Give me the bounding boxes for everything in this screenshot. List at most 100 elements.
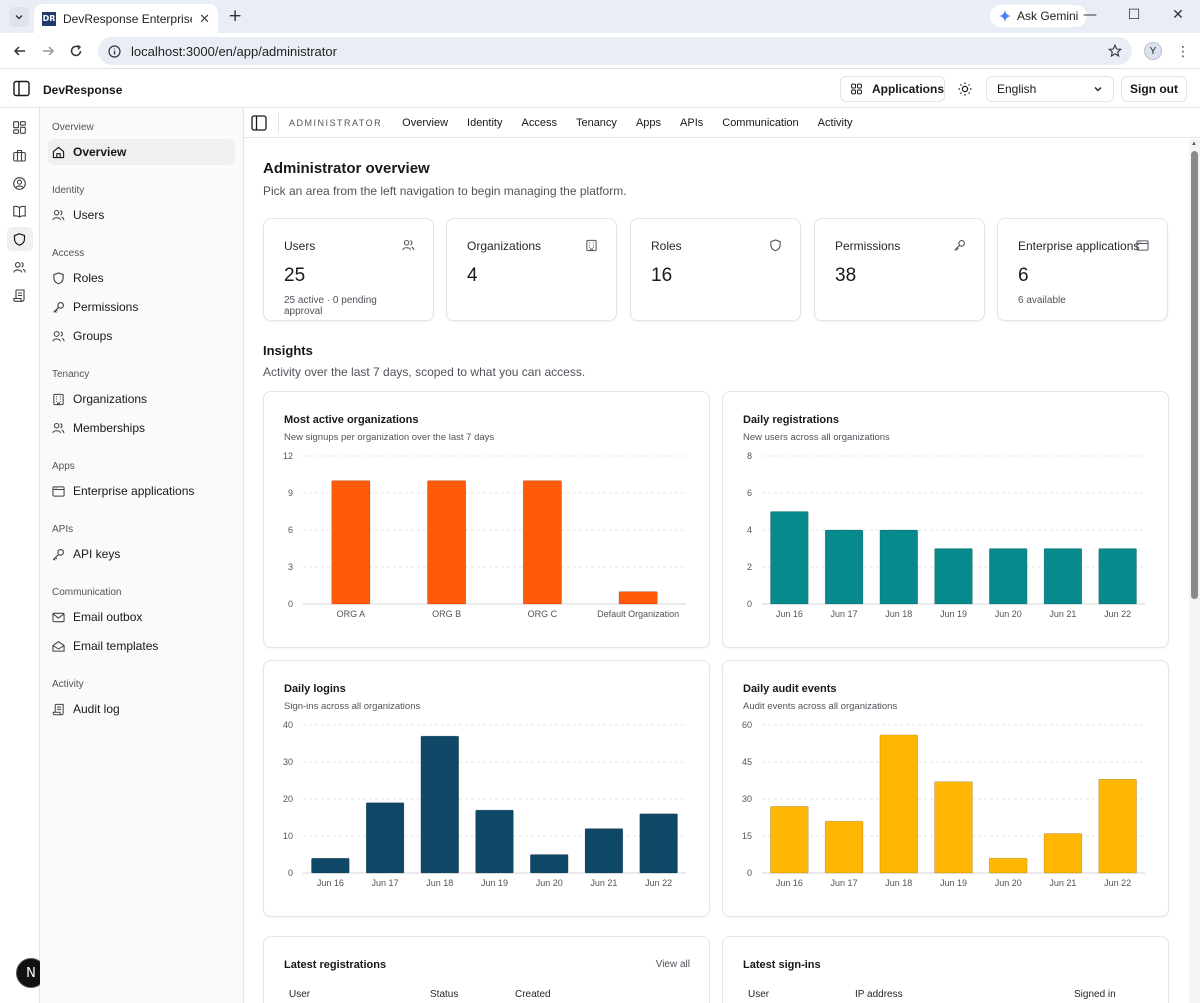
building-icon [53, 393, 64, 405]
y-tick-label: 45 [742, 757, 752, 767]
browser-tab[interactable]: DR DevResponse Enterprise ✕ [34, 4, 218, 33]
rail-shield-icon[interactable] [6, 227, 33, 251]
window-close-icon[interactable]: ✕ [1172, 7, 1184, 23]
tab-tenancy[interactable]: Tenancy [575, 116, 617, 129]
chart-bar[interactable] [1098, 778, 1137, 874]
chart-bar[interactable] [989, 857, 1028, 874]
chart-bar[interactable] [1043, 548, 1083, 605]
rail-dashboard-icon[interactable] [7, 115, 33, 139]
tab-list-button[interactable] [9, 7, 29, 27]
close-icon[interactable]: ✕ [199, 10, 210, 26]
chart-bar[interactable] [639, 813, 678, 874]
rail-users-icon[interactable] [7, 255, 33, 279]
column-header[interactable]: Created [515, 989, 551, 1000]
sidebar-item-roles[interactable]: Roles [48, 265, 235, 291]
chart-bar[interactable] [311, 857, 350, 874]
chevron-down-icon [1094, 87, 1102, 92]
sidebar-group-label: Identity [52, 185, 85, 196]
ask-gemini-button[interactable]: Ask Gemini [990, 5, 1088, 27]
chart-bar[interactable] [530, 854, 569, 874]
stat-card-organizations: Organizations 4 [446, 218, 617, 321]
panel-left-icon [251, 114, 267, 131]
sidebar-item-enterprise-applications[interactable]: Enterprise applications [48, 478, 235, 504]
column-header[interactable]: IP address [855, 989, 903, 1000]
column-header[interactable]: User [748, 989, 770, 1000]
applications-button[interactable]: Applications [840, 76, 945, 102]
app-window-icon [1136, 240, 1149, 251]
stat-value: 6 [1018, 265, 1029, 286]
chart-bar[interactable] [989, 548, 1028, 605]
column-header[interactable]: Signed in [1074, 989, 1116, 1000]
grid-icon [851, 83, 862, 95]
sidebar-group-label: Apps [52, 461, 75, 472]
scrollbar-thumb[interactable] [1191, 151, 1198, 599]
address-bar[interactable]: localhost:3000/en/app/administrator [98, 37, 1132, 65]
tab-access[interactable]: Access [521, 116, 557, 129]
chart-bar[interactable] [420, 735, 459, 874]
page-scrollbar[interactable]: ▲ [1189, 139, 1200, 1003]
sidebar-item-permissions[interactable]: Permissions [48, 294, 235, 320]
sidebar-toggle-button[interactable] [13, 80, 30, 97]
rail-briefcase-icon[interactable] [7, 143, 33, 167]
chart-bar[interactable] [770, 511, 809, 605]
chart-bar[interactable] [824, 529, 864, 605]
chart-bar[interactable] [365, 802, 405, 874]
app-window-icon [52, 485, 65, 497]
chart-bar[interactable] [879, 529, 918, 605]
chart-bar[interactable] [618, 591, 658, 605]
sidebar-item-memberships[interactable]: Memberships [48, 415, 235, 441]
sidebar-item-overview[interactable]: Overview [48, 139, 235, 165]
tab-communication[interactable]: Communication [722, 116, 799, 129]
sidebar-item-groups[interactable]: Groups [48, 323, 235, 349]
sidebar-item-organizations[interactable]: Organizations [48, 386, 235, 412]
reload-button[interactable] [66, 41, 86, 61]
tab-apis[interactable]: APIs [680, 116, 704, 129]
rail-scroll-icon[interactable] [7, 283, 33, 307]
panel-toggle-button[interactable] [250, 114, 268, 132]
chart-bar[interactable] [475, 809, 514, 874]
chart-bar[interactable] [331, 480, 371, 605]
chart-bar[interactable] [1043, 833, 1083, 874]
chart-bar[interactable] [584, 828, 624, 874]
tab-overview[interactable]: Overview [402, 116, 449, 129]
sidebar-item-audit-log[interactable]: Audit log [48, 696, 235, 722]
chart-bar[interactable] [522, 480, 562, 605]
column-header[interactable]: User [289, 989, 311, 1000]
rail-book-icon[interactable] [7, 199, 33, 223]
sidebar-item-email-outbox[interactable]: Email outbox [48, 604, 235, 630]
tab-apps[interactable]: Apps [635, 116, 662, 129]
panel-left-icon [13, 80, 30, 97]
theme-toggle-button[interactable] [957, 81, 973, 97]
tab-identity[interactable]: Identity [467, 116, 503, 129]
chart-bar[interactable] [934, 548, 973, 605]
sidebar-item-users[interactable]: Users [48, 202, 235, 228]
site-info-icon[interactable] [108, 44, 121, 58]
forward-button[interactable] [38, 41, 58, 61]
back-button[interactable] [10, 41, 30, 61]
icon-rail [0, 108, 40, 1003]
sidebar-item-api-keys[interactable]: API keys [48, 541, 235, 567]
rail-user-circle-icon[interactable] [7, 171, 33, 195]
chart-bar[interactable] [934, 781, 973, 874]
scroll-up-icon[interactable]: ▲ [1191, 141, 1197, 147]
browser-menu-icon[interactable]: ⋮ [1176, 43, 1190, 59]
new-tab-button[interactable]: + [228, 6, 243, 26]
profile-avatar[interactable]: Y [1144, 42, 1162, 60]
chart-bar[interactable] [879, 734, 918, 874]
chart-bar[interactable] [427, 480, 467, 605]
tab-activity[interactable]: Activity [817, 116, 853, 129]
language-select[interactable]: English [986, 76, 1114, 102]
minimize-icon[interactable]: — [1083, 7, 1097, 23]
maximize-icon[interactable]: ☐ [1127, 7, 1141, 23]
view-all-link[interactable]: View all [655, 959, 690, 970]
sidebar-item-email-templates[interactable]: Email templates [48, 633, 235, 659]
sign-out-button[interactable]: Sign out [1121, 76, 1187, 102]
chart-bar[interactable] [1098, 548, 1137, 605]
column-header[interactable]: Status [430, 989, 459, 1000]
chart-bar[interactable] [824, 820, 864, 874]
url-text[interactable]: localhost:3000/en/app/administrator [131, 43, 337, 59]
x-tick-label: ORG A [337, 609, 366, 619]
chart-bar[interactable] [770, 806, 809, 874]
shield-icon [53, 271, 64, 284]
star-icon[interactable] [1108, 44, 1122, 58]
